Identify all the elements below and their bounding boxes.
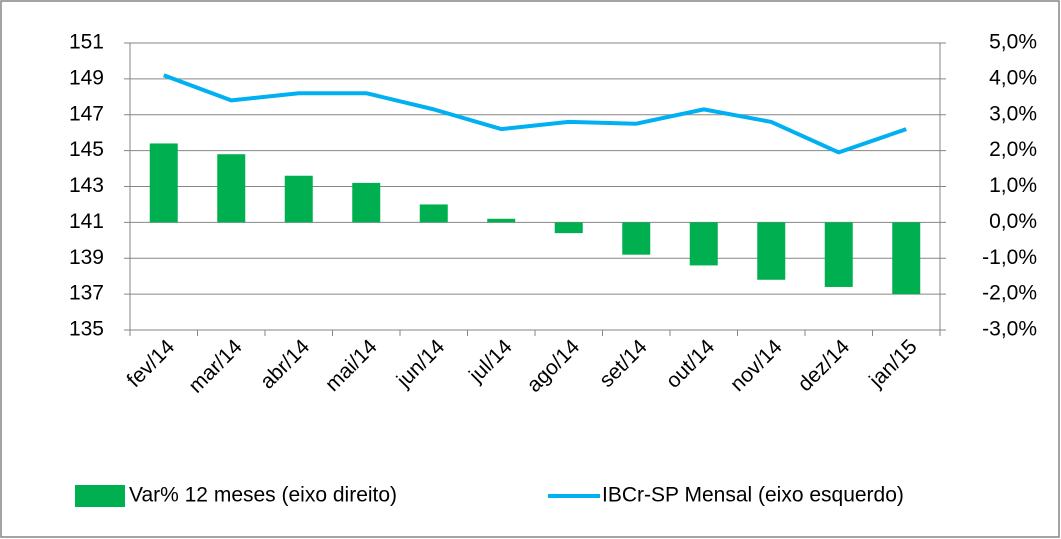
y2-tick-label: 1,0%	[989, 174, 1037, 197]
y-tick-label: 151	[69, 31, 104, 54]
bar	[149, 143, 178, 223]
y-tick-label: 137	[69, 282, 104, 305]
bar	[824, 222, 853, 287]
y2-tick-label: -1,0%	[982, 246, 1037, 269]
bar	[217, 154, 246, 223]
y2-tick-label: 3,0%	[989, 102, 1037, 125]
y-tick-label: 139	[69, 246, 104, 269]
y-tick-label: 145	[69, 138, 104, 161]
bar	[757, 222, 786, 280]
bar	[554, 222, 583, 234]
legend-label: IBCr-SP Mensal (eixo esquerdo)	[602, 484, 904, 507]
y-tick-label: 135	[69, 318, 104, 341]
y2-tick-label: 4,0%	[989, 66, 1037, 89]
bar	[419, 204, 448, 223]
y-tick-label: 149	[69, 66, 104, 89]
y-tick-label: 147	[69, 102, 104, 125]
bar	[622, 222, 651, 255]
bar	[892, 222, 921, 295]
bar	[352, 182, 381, 223]
bar	[689, 222, 718, 266]
y2-tick-label: 0,0%	[989, 210, 1037, 233]
y-tick-label: 141	[69, 210, 104, 233]
y2-tick-label: -3,0%	[982, 318, 1037, 341]
bar	[284, 175, 313, 223]
bar	[487, 218, 516, 223]
legend-label: Var% 12 meses (eixo direito)	[129, 484, 397, 507]
legend-swatch	[75, 485, 125, 507]
y-tick-label: 143	[69, 174, 104, 197]
y2-tick-label: 5,0%	[989, 31, 1037, 54]
line	[163, 73, 907, 155]
y2-tick-label: 2,0%	[989, 138, 1037, 161]
y2-tick-label: -2,0%	[982, 282, 1037, 305]
